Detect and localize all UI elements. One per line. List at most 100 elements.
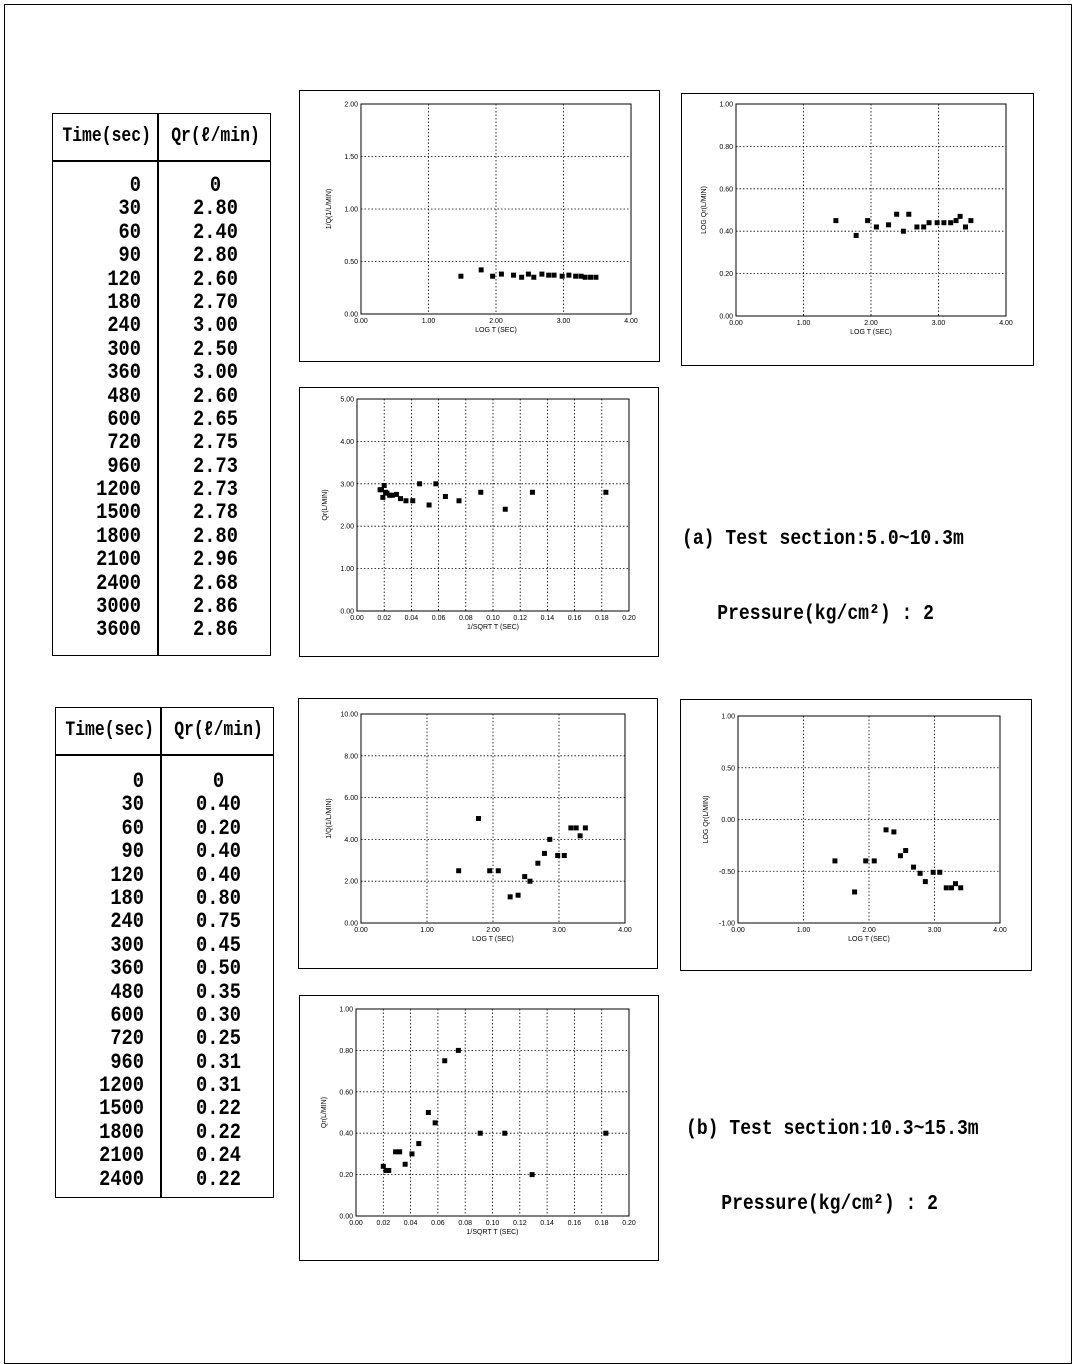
data-point xyxy=(943,885,949,891)
y-tick-label: 3.00 xyxy=(340,481,354,488)
data-point xyxy=(566,272,572,278)
y-tick-label: 2.00 xyxy=(344,879,358,886)
table-cell: 1500 xyxy=(99,1096,144,1122)
x-tick-label: 0.18 xyxy=(595,615,609,622)
data-point xyxy=(900,228,906,234)
x-tick-label: 4.00 xyxy=(624,318,638,325)
data-point xyxy=(948,220,954,226)
y-tick-label: 0.20 xyxy=(719,271,733,278)
data-point xyxy=(914,224,920,230)
y-tick-label: 5.00 xyxy=(340,397,354,404)
y-tick-label: 6.00 xyxy=(344,795,358,802)
table-cell: 2.73 xyxy=(193,453,238,479)
table-cell: 2100 xyxy=(96,547,141,573)
table-cell: 90 xyxy=(118,243,141,269)
y-tick-label: 10.00 xyxy=(340,712,358,719)
data-point xyxy=(593,274,599,280)
plot-area xyxy=(735,103,1007,317)
x-axis-label: LOG T (SEC) xyxy=(472,936,514,943)
table-cell: 2.73 xyxy=(193,477,238,503)
y-axis-label: 1/Q(1/L/MIN) xyxy=(326,189,333,229)
data-point xyxy=(478,489,484,495)
data-point xyxy=(561,852,567,858)
x-tick-label: 0.02 xyxy=(377,615,391,622)
chart-svg: 0.00 1.00 2.00 3.00 4.00 -1.00 -0.50 0.00 0.50 1.… xyxy=(703,714,1007,944)
x-axis-label: 1/SQRT T (SEC) xyxy=(467,1229,519,1236)
table-cell: 0.40 xyxy=(196,792,241,818)
data-point xyxy=(559,273,565,279)
x-tick-label: 0.20 xyxy=(622,1220,636,1227)
data-point xyxy=(603,1130,609,1136)
x-tick-label: 0.06 xyxy=(431,1220,445,1227)
data-point xyxy=(941,220,947,226)
data-point xyxy=(957,213,963,219)
table-cell: 2.86 xyxy=(193,617,238,643)
x-tick-label: 0.10 xyxy=(486,615,500,622)
table-cell: 0.31 xyxy=(196,1049,241,1075)
y-tick-label: 0.50 xyxy=(344,259,358,266)
table-cell: 2.40 xyxy=(193,219,238,245)
data-point xyxy=(398,496,404,502)
table-cell: 30 xyxy=(121,792,144,818)
data-point xyxy=(426,502,432,508)
table-cell: 90 xyxy=(121,839,144,865)
table-cell: 30 xyxy=(118,196,141,222)
x-tick-label: 4.00 xyxy=(999,320,1013,327)
table-cell: 0.20 xyxy=(196,815,241,841)
y-tick-label: 0.00 xyxy=(344,312,358,319)
y-tick-label: -0.50 xyxy=(719,869,735,876)
data-point xyxy=(897,853,903,859)
data-point xyxy=(403,498,409,504)
data-point xyxy=(456,498,462,504)
data-point xyxy=(903,848,909,854)
data-point xyxy=(546,272,552,278)
x-tick-label: 0.00 xyxy=(349,1220,363,1227)
data-point xyxy=(432,1120,438,1126)
table-cell: 0.40 xyxy=(196,839,241,865)
data-point xyxy=(425,1110,431,1115)
y-axis-label: Qr(L/MIN) xyxy=(321,1097,328,1128)
chart-b-log-q: 0.00 1.00 2.00 3.00 4.00 -1.00 -0.50 0.00 0.50 1.… xyxy=(680,699,1032,971)
y-tick-label: 0.00 xyxy=(344,921,358,928)
data-point xyxy=(865,218,871,224)
data-point xyxy=(393,1149,399,1155)
plot-area xyxy=(360,713,626,924)
y-tick-label: 1.00 xyxy=(721,714,735,721)
data-point xyxy=(863,858,869,864)
data-point xyxy=(949,885,955,891)
data-point xyxy=(525,271,531,277)
table-cell: 180 xyxy=(107,289,141,315)
data-point xyxy=(930,869,936,875)
y-tick-label: 1.00 xyxy=(339,1007,353,1014)
x-tick-label: 2.00 xyxy=(486,927,500,934)
data-table-b: Time(sec) Qr(ℓ/min) 0 30 60 90 120 180 240 300 3… xyxy=(55,707,274,1198)
data-point xyxy=(502,1130,508,1136)
y-tick-label: 2.00 xyxy=(340,524,354,531)
table-cell: 2.68 xyxy=(193,570,238,596)
data-point xyxy=(603,489,609,495)
table-cell: 720 xyxy=(107,430,141,456)
table-cell: 2.80 xyxy=(193,523,238,549)
x-tick-label: 0.12 xyxy=(513,1220,527,1227)
table-cell: 120 xyxy=(110,862,144,888)
table-cell: 960 xyxy=(110,1049,144,1075)
table-cell: 2.50 xyxy=(193,336,238,362)
data-point xyxy=(906,211,912,217)
data-point xyxy=(442,1058,448,1064)
y-tick-label: 1.00 xyxy=(344,207,358,214)
y-axis-label: 1/Q(1/L/MIN) xyxy=(326,798,333,838)
x-tick-label: 0.04 xyxy=(405,615,419,622)
table-cell: 0.50 xyxy=(196,956,241,982)
x-tick-label: 0.10 xyxy=(486,1220,500,1227)
table-a-qr-column: 0 2.80 2.40 2.80 2.60 2.70 3.00 2.50 3.00 2.60 2.6… xyxy=(159,174,272,642)
data-point xyxy=(409,1151,415,1157)
x-tick-label: 1.00 xyxy=(420,927,434,934)
data-point xyxy=(917,870,923,876)
x-tick-label: 0.00 xyxy=(354,318,368,325)
data-point xyxy=(922,879,928,885)
x-tick-label: 0.16 xyxy=(568,615,582,622)
table-cell: 0 xyxy=(132,769,144,794)
chart-b-sqrt-q: 0.00 0.02 0.04 0.06 0.08 0.10 0.12 0.14 0.16 0.18… xyxy=(299,995,659,1261)
table-cell: 60 xyxy=(118,219,141,245)
data-point xyxy=(883,827,889,833)
